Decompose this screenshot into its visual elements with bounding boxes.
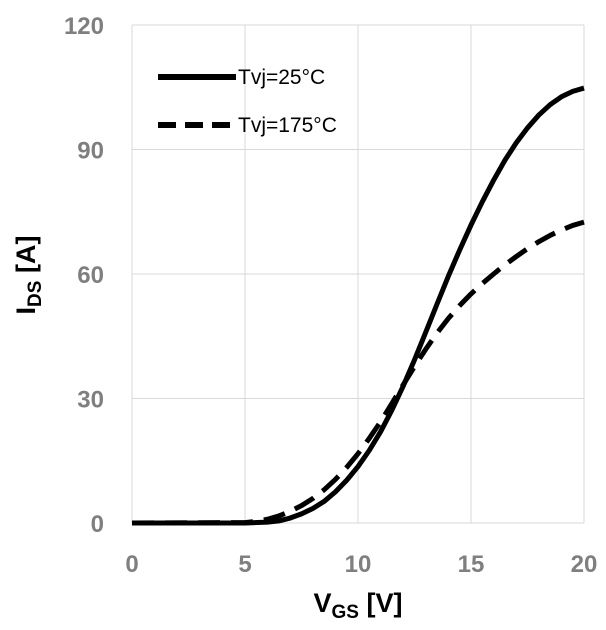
legend-label-175c: Tvj=175°C xyxy=(238,114,337,137)
series-line-175c xyxy=(131,219,585,526)
x-axis-title-sub: GS xyxy=(332,602,359,623)
y-axis-title-sub: DS xyxy=(25,281,46,307)
tick-labels: 0 5 10 15 20 0 30 60 90 120 xyxy=(64,13,597,578)
grid xyxy=(131,24,585,524)
x-axis-title-main: V xyxy=(314,588,332,618)
legend-label-25c: Tvj=25°C xyxy=(238,66,325,89)
x-tick-label: 20 xyxy=(571,551,598,578)
y-tick-label: 60 xyxy=(77,262,104,289)
y-tick-label: 120 xyxy=(64,13,104,40)
x-tick-label: 15 xyxy=(458,551,485,578)
y-tick-label: 30 xyxy=(77,387,104,414)
x-tick-label: 0 xyxy=(125,551,138,578)
x-axis-title: VGS [V] xyxy=(314,588,403,623)
x-tick-label: 10 xyxy=(345,551,372,578)
y-axis-title-unit: [A] xyxy=(11,236,41,281)
x-tick-label: 5 xyxy=(238,551,251,578)
y-axis-title: IDS [A] xyxy=(11,236,46,315)
x-axis-title-unit: [V] xyxy=(359,588,403,618)
y-tick-label: 0 xyxy=(91,511,104,538)
plot-area xyxy=(131,85,585,526)
legend: Tvj=25°C Tvj=175°C xyxy=(158,66,337,137)
y-tick-label: 90 xyxy=(77,138,104,165)
y-axis-title-main: I xyxy=(11,307,41,315)
series-line-25c xyxy=(132,85,585,526)
